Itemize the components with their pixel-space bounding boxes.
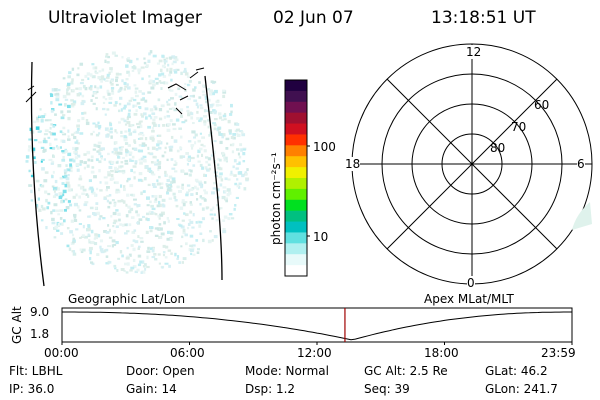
colorbar-segment bbox=[285, 80, 307, 92]
colorbar-unit-label: photon cm⁻²s⁻¹ bbox=[269, 152, 283, 245]
timeline-y-label: GC Alt bbox=[10, 306, 24, 344]
glat-readout: GLat: 46.2 bbox=[485, 364, 548, 378]
colorbar-segment bbox=[285, 90, 307, 103]
meridian-diag-2 bbox=[386, 78, 558, 250]
colorbar-segment bbox=[285, 145, 307, 157]
colorbar-segment bbox=[285, 101, 307, 114]
mlt-label-12: 12 bbox=[466, 45, 482, 59]
polar-emission-patch bbox=[572, 202, 592, 230]
colorbar-segment bbox=[285, 210, 307, 223]
colorbar-segment bbox=[285, 123, 307, 135]
mlt-label-6: 6 bbox=[577, 157, 585, 171]
colorbar-segment bbox=[285, 232, 307, 244]
timeline-x-tick-0000: 00:00 bbox=[44, 346, 79, 360]
earth-uv-image bbox=[25, 50, 250, 287]
colorbar-segment bbox=[285, 243, 307, 255]
observation-date: 02 Jun 07 bbox=[273, 8, 354, 28]
mode-readout: Mode: Normal bbox=[245, 364, 329, 378]
colorbar-segment bbox=[285, 188, 307, 201]
timeline-x-tick-1200: 12:00 bbox=[297, 346, 332, 360]
colorbar-segment bbox=[285, 199, 307, 212]
mlt-label-0: 0 bbox=[467, 276, 475, 290]
timeline-x-tick-0600: 06:00 bbox=[170, 346, 205, 360]
colorbar-segment bbox=[285, 156, 307, 168]
dsp-readout: Dsp: 1.2 bbox=[245, 382, 296, 396]
colorbar-segment bbox=[285, 112, 307, 125]
seq-readout: Seq: 39 bbox=[364, 382, 410, 396]
colorbar-tick-10: 10 bbox=[313, 230, 329, 244]
lat-label-80: 80 bbox=[490, 141, 506, 155]
timeline-left-title: Geographic Lat/Lon bbox=[68, 292, 186, 306]
timeline-right-title: Apex MLat/MLT bbox=[424, 292, 514, 306]
altitude-curve bbox=[62, 311, 572, 341]
glon-readout: GLon: 241.7 bbox=[485, 382, 558, 396]
ip-readout: IP: 36.0 bbox=[9, 382, 55, 396]
gain-readout: Gain: 14 bbox=[126, 382, 177, 396]
door-readout: Door: Open bbox=[126, 364, 195, 378]
right-limb-line bbox=[204, 75, 223, 281]
colorbar-frame bbox=[284, 79, 308, 277]
altitude-timeline bbox=[61, 307, 573, 345]
gc-alt-readout: GC Alt: 2.5 Re bbox=[364, 364, 448, 378]
instrument-title: Ultraviolet Imager bbox=[48, 8, 202, 28]
lat-label-60: 60 bbox=[534, 98, 550, 112]
lat-label-70: 70 bbox=[511, 120, 527, 134]
timeline-x-tick-1800: 18:00 bbox=[424, 346, 459, 360]
colorbar-segment bbox=[285, 221, 307, 233]
timeline-y-tick-low: 1.8 bbox=[30, 327, 50, 341]
timeline-x-tick-2359: 23:59 bbox=[541, 346, 576, 360]
colorbar-tick-100: 100 bbox=[313, 140, 336, 154]
colorbar-segment bbox=[285, 254, 307, 266]
colorbar-segment bbox=[285, 265, 307, 277]
colorbar-segment bbox=[285, 178, 307, 190]
coast-fragment-top bbox=[167, 67, 205, 115]
timeline-y-tick-high: 9.0 bbox=[30, 305, 50, 319]
polar-mlt-plot bbox=[351, 43, 593, 285]
colorbar-segment bbox=[285, 167, 307, 179]
observation-time: 13:18:51 UT bbox=[431, 8, 536, 28]
filter-readout: Flt: LBHL bbox=[9, 364, 63, 378]
mlt-label-18: 18 bbox=[345, 157, 361, 171]
coast-fragment-left bbox=[25, 85, 37, 103]
colorbar-segment bbox=[285, 134, 307, 146]
left-limb-line bbox=[30, 61, 45, 287]
uv-emission-disk bbox=[25, 50, 250, 274]
colorbar bbox=[284, 79, 310, 277]
